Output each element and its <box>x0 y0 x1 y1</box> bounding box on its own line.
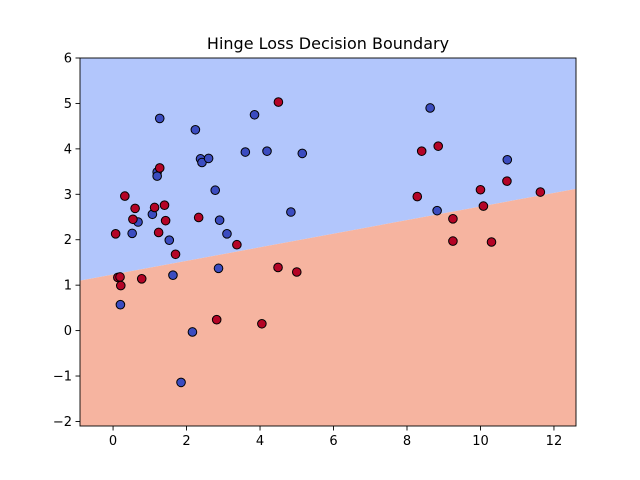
data-point-class1-3 <box>115 280 126 291</box>
x-tick-label-0: 0 <box>109 434 117 449</box>
data-point-class1-19 <box>273 97 284 107</box>
x-tick-label-8: 8 <box>403 434 411 449</box>
data-point-class0-6 <box>154 113 165 124</box>
data-point-class1-30 <box>535 187 546 197</box>
data-point-class0-11 <box>190 124 201 135</box>
data-point-class1-6 <box>130 203 140 214</box>
data-point-class1-10 <box>154 163 165 173</box>
x-tick-label-6: 6 <box>329 434 337 449</box>
data-point-class0-5 <box>152 171 162 181</box>
data-point-class0-0 <box>115 299 126 310</box>
data-point-class1-7 <box>136 274 147 284</box>
data-point-class0-17 <box>214 215 225 225</box>
x-tick-label-2: 2 <box>182 434 190 449</box>
data-point-class1-16 <box>232 239 242 250</box>
x-tick-label-12: 12 <box>546 434 563 449</box>
data-point-class0-22 <box>286 207 296 217</box>
x-tick-label-10: 10 <box>472 434 489 449</box>
data-point-class0-24 <box>425 103 435 113</box>
data-point-class0-10 <box>187 327 198 337</box>
data-point-class0-19 <box>249 109 260 120</box>
data-point-class1-29 <box>502 176 512 186</box>
y-tick-label-4: 4 <box>64 142 72 157</box>
data-point-class1-13 <box>170 249 181 260</box>
y-tick-label-3: 3 <box>64 188 72 203</box>
data-point-class1-15 <box>211 314 222 325</box>
data-point-class0-23 <box>297 148 308 159</box>
data-point-class1-0 <box>110 229 121 239</box>
data-point-class0-18 <box>222 229 232 239</box>
data-point-class1-14 <box>193 212 204 223</box>
data-point-class1-5 <box>128 214 138 225</box>
axes-frame <box>79 57 577 427</box>
data-point-class0-1 <box>127 228 137 239</box>
data-point-class0-26 <box>502 154 513 165</box>
decision-region-upper <box>80 58 576 281</box>
data-point-class0-25 <box>432 205 442 216</box>
data-point-class1-25 <box>448 236 458 246</box>
data-point-class1-11 <box>159 200 170 210</box>
data-point-class0-21 <box>262 146 272 156</box>
data-point-class1-22 <box>416 146 427 156</box>
decision-region-lower <box>80 188 576 426</box>
y-tick-label-1: 1 <box>64 279 72 294</box>
y-tick-label--2: −2 <box>53 415 72 430</box>
y-tick-label--1: −1 <box>53 370 72 385</box>
x-tick-label-4: 4 <box>256 434 264 449</box>
y-tick-label-0: 0 <box>64 324 72 339</box>
data-point-class1-21 <box>412 191 423 202</box>
data-point-class0-9 <box>176 377 186 388</box>
y-tick-label-5: 5 <box>64 97 72 112</box>
data-point-class1-24 <box>448 214 458 224</box>
data-point-class1-18 <box>273 262 283 273</box>
data-point-class0-8 <box>168 270 178 280</box>
data-point-class1-9 <box>153 227 164 238</box>
data-point-class1-8 <box>149 202 160 213</box>
data-point-class0-16 <box>213 263 224 274</box>
data-point-class1-20 <box>291 267 302 277</box>
data-point-class0-20 <box>240 147 251 157</box>
data-point-class1-27 <box>478 201 489 211</box>
y-tick-label-6: 6 <box>64 52 72 67</box>
data-point-class0-15 <box>210 185 221 196</box>
data-point-class1-4 <box>120 191 130 201</box>
chart-title: Hinge Loss Decision Boundary <box>207 34 449 53</box>
data-point-class1-2 <box>115 272 125 282</box>
data-point-class1-17 <box>257 318 267 329</box>
data-point-class0-14 <box>203 153 214 164</box>
data-point-class0-7 <box>164 235 175 245</box>
data-point-class1-12 <box>160 215 171 226</box>
y-tick-label-2: 2 <box>64 233 72 248</box>
data-point-class1-26 <box>475 184 486 195</box>
data-point-class1-23 <box>433 141 444 151</box>
data-point-class1-28 <box>486 237 497 247</box>
